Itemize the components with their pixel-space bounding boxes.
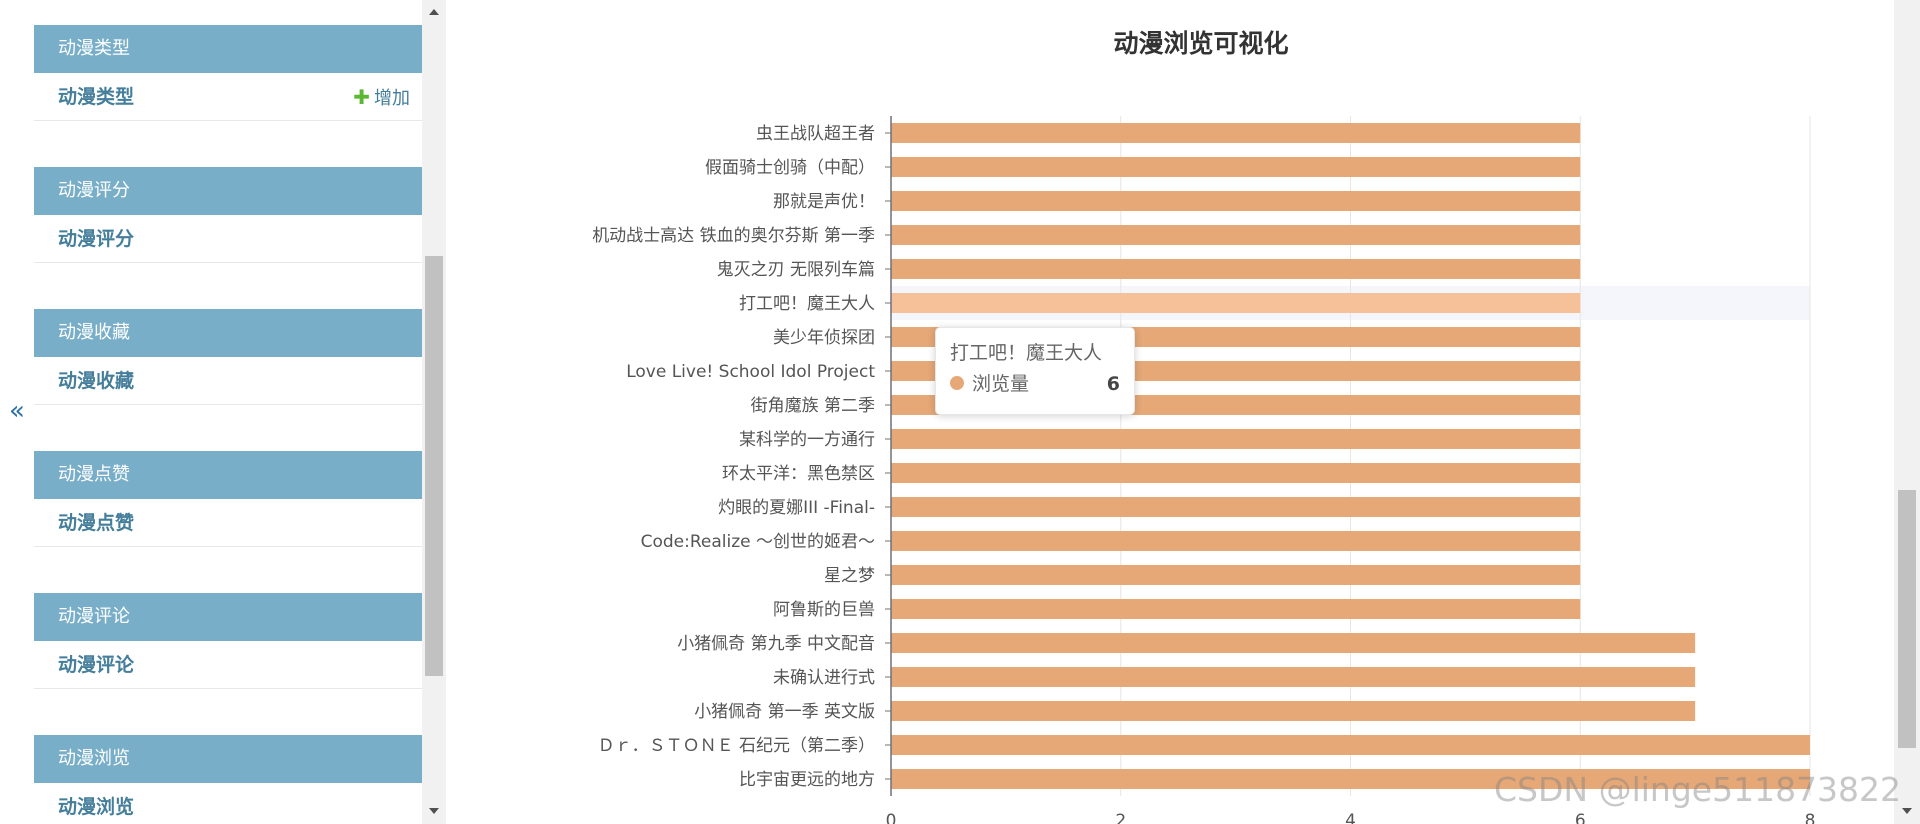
- page-scrollbar-thumb[interactable]: [1898, 490, 1916, 748]
- collapse-sidebar-button[interactable]: «: [9, 396, 25, 426]
- category-label-18: Ｄｒ．ＳＴＯＮＥ 石纪元（第二季）: [598, 736, 875, 756]
- bar-12[interactable]: [891, 531, 1581, 551]
- module-link-anime-like[interactable]: 动漫点赞: [58, 512, 135, 534]
- grid-layer: [1120, 116, 1811, 796]
- x-axis-ticks: 0 2 4 6 8: [885, 116, 1815, 824]
- x-tick-label-4: 4: [1345, 811, 1356, 824]
- module-row: 动漫浏览: [34, 783, 422, 824]
- category-label-10: 环太平洋：黑色禁区: [722, 464, 875, 484]
- chart-title: 动漫浏览可视化: [1113, 29, 1288, 58]
- tooltip-row: 浏览量 6: [950, 368, 1120, 400]
- bar-13[interactable]: [891, 565, 1581, 585]
- arrow-up-icon: [429, 9, 439, 15]
- tooltip-title: 打工吧！魔王大人: [950, 342, 1103, 364]
- category-label-6: 美少年侦探团: [773, 328, 875, 348]
- module-link-anime-favorite[interactable]: 动漫收藏: [58, 370, 135, 392]
- category-label-2: 那就是声优！: [773, 192, 875, 212]
- category-label-19: 比宇宙更远的地方: [739, 770, 875, 790]
- x-tick-label-0: 0: [886, 811, 897, 824]
- module-row: 动漫类型 ✚ 增加: [34, 73, 422, 121]
- arrow-down-icon: [1902, 808, 1912, 814]
- module-link-anime-rating[interactable]: 动漫评分: [58, 228, 135, 250]
- module-link-anime-comment[interactable]: 动漫评论: [58, 654, 135, 676]
- category-label-16: 未确认进行式: [773, 668, 875, 688]
- bar-0[interactable]: [891, 123, 1581, 143]
- module-anime-view: 动漫浏览 动漫浏览: [34, 735, 422, 824]
- page-scroll-down-button[interactable]: [1894, 798, 1920, 824]
- category-label-3: 机动战士高达 铁血的奥尔芬斯 第一季: [592, 226, 875, 246]
- collapse-strip: «: [0, 0, 34, 824]
- scroll-up-button[interactable]: [422, 0, 446, 26]
- category-label-9: 某科学的一方通行: [739, 430, 875, 450]
- module-anime-rating: 动漫评分 动漫评分: [34, 167, 422, 263]
- series-dot-icon: [950, 376, 964, 390]
- module-header: 动漫类型: [34, 25, 422, 73]
- module-row: 动漫评分: [34, 215, 422, 263]
- bar-5[interactable]: [891, 293, 1581, 313]
- tooltip-value: 6: [1106, 373, 1120, 395]
- bar-11[interactable]: [891, 497, 1581, 517]
- bar-19[interactable]: [891, 769, 1810, 789]
- module-anime-type: 动漫类型 动漫类型 ✚ 增加: [34, 25, 422, 121]
- module-header: 动漫评分: [34, 167, 422, 215]
- module-link-anime-view[interactable]: 动漫浏览: [58, 796, 135, 818]
- bar-9[interactable]: [891, 429, 1581, 449]
- category-label-8: 街角魔族 第二季: [751, 396, 875, 416]
- module-row: 动漫评论: [34, 641, 422, 689]
- module-header: 动漫评论: [34, 593, 422, 641]
- chart-tooltip: 打工吧！魔王大人 浏览量 6: [935, 327, 1135, 415]
- x-tick-label-6: 6: [1575, 811, 1586, 824]
- bar-1[interactable]: [891, 157, 1581, 177]
- bar-18[interactable]: [891, 735, 1810, 755]
- category-label-13: 星之梦: [824, 566, 875, 586]
- category-label-17: 小猪佩奇 第一季 英文版: [694, 702, 875, 722]
- module-header: 动漫收藏: [34, 309, 422, 357]
- module-anime-favorite: 动漫收藏 动漫收藏: [34, 309, 422, 405]
- add-label: 增加: [374, 88, 410, 109]
- bar-15[interactable]: [891, 633, 1696, 653]
- arrow-down-icon: [429, 808, 439, 814]
- sidebar: 动漫类型 动漫类型 ✚ 增加 动漫评分 动漫评分 动漫收藏 动漫收藏 动漫点赞 动…: [34, 0, 422, 824]
- module-anime-comment: 动漫评论 动漫评论: [34, 593, 422, 689]
- category-label-7: Love Live! School Idol Project: [626, 362, 875, 382]
- category-label-12: Code:Realize ～创世的姬君～: [641, 532, 875, 552]
- bar-10[interactable]: [891, 463, 1581, 483]
- category-label-11: 灼眼的夏娜III -Final-: [718, 498, 875, 518]
- bar-3[interactable]: [891, 225, 1581, 245]
- sidebar-scrollbar-thumb[interactable]: [425, 256, 443, 676]
- module-anime-like: 动漫点赞 动漫点赞: [34, 451, 422, 547]
- main-content: 动漫浏览可视化 虫王战队超王者假面骑士创骑（中配） 那就是声优！ 机动战士高达 铁血…: [446, 0, 1894, 824]
- page-scrollbar[interactable]: [1894, 0, 1920, 824]
- bar-14[interactable]: [891, 599, 1581, 619]
- bar-17[interactable]: [891, 701, 1696, 721]
- module-header: 动漫点赞: [34, 451, 422, 499]
- category-label-14: 阿鲁斯的巨兽: [773, 600, 875, 620]
- bar-4[interactable]: [891, 259, 1581, 279]
- module-link-anime-type[interactable]: 动漫类型: [58, 86, 135, 108]
- category-label-5: 打工吧！魔王大人: [739, 294, 875, 314]
- category-label-4: 鬼灭之刃 无限列车篇: [717, 260, 875, 280]
- bar-2[interactable]: [891, 191, 1581, 211]
- category-label-15: 小猪佩奇 第九季 中文配音: [677, 634, 875, 654]
- module-row: 动漫点赞: [34, 499, 422, 547]
- scroll-down-button[interactable]: [422, 798, 446, 824]
- x-tick-label-2: 2: [1115, 811, 1126, 824]
- watermark: CSDN @linge511873822: [1494, 770, 1902, 809]
- module-row: 动漫收藏: [34, 357, 422, 405]
- tooltip-series-name: 浏览量: [972, 373, 1030, 395]
- category-label-1: 假面骑士创骑（中配）: [705, 158, 875, 178]
- x-tick-label-8: 8: [1805, 811, 1816, 824]
- category-label-0: 虫王战队超王者: [756, 124, 875, 144]
- add-anime-type-button[interactable]: ✚ 增加: [353, 73, 410, 123]
- sidebar-scrollbar[interactable]: [422, 0, 446, 824]
- bar-16[interactable]: [891, 667, 1696, 687]
- module-header: 动漫浏览: [34, 735, 422, 783]
- plus-icon: ✚: [353, 85, 370, 109]
